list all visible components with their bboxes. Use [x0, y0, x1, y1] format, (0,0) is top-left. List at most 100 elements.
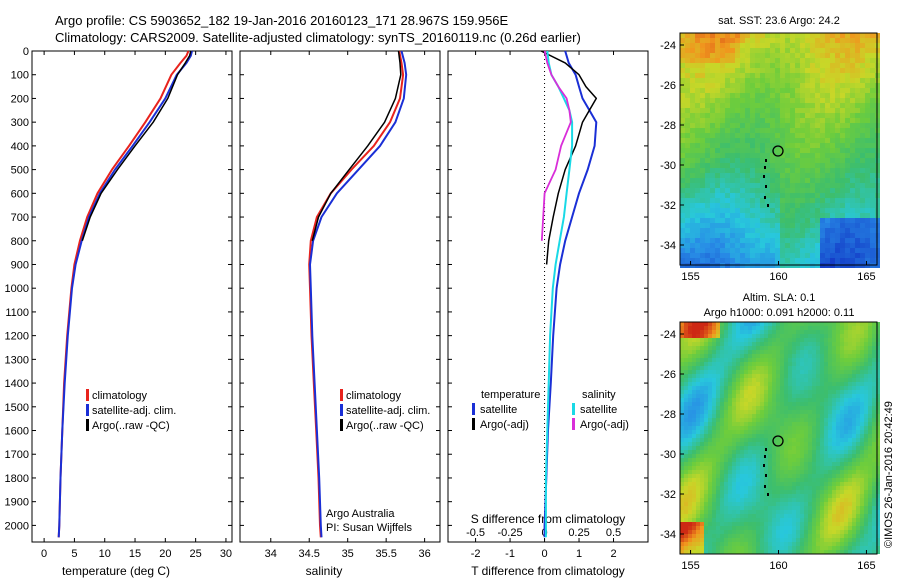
map-y-tick: -28 — [660, 120, 676, 132]
panel-frame — [31, 50, 233, 543]
x-tick-label: 30 — [220, 548, 232, 560]
salinity-panel: 34 34.5 35 35.5 36 salinity climatology satelli… — [239, 50, 441, 578]
depth-tick-label: 100 — [11, 70, 29, 82]
depth-tick-label: 400 — [11, 141, 29, 153]
series-satellite-adj-clim- — [57, 50, 193, 538]
legend-label: climatology — [346, 390, 402, 402]
map-y-tick: -32 — [660, 200, 676, 212]
series-satellite-adj-clim- — [309, 50, 408, 538]
depth-tick-label: 1800 — [5, 473, 29, 485]
map-y-tick: -32 — [660, 489, 676, 501]
depth-tick-label: 1900 — [5, 497, 29, 509]
series-argo-raw-qc- — [311, 50, 402, 241]
depth-tick-label: 1500 — [5, 402, 29, 414]
depth-tick-label: 900 — [11, 259, 29, 271]
map-y-tick: -30 — [660, 160, 676, 172]
credit-line1: Argo Australia — [326, 508, 395, 520]
legend-header: salinity — [582, 389, 616, 401]
x-tick-label: 15 — [129, 548, 141, 560]
x-tick-label: 36 — [418, 548, 430, 560]
depth-tick-label: 500 — [11, 165, 29, 177]
x-axis-label: temperature (deg C) — [62, 564, 170, 578]
legend-swatch — [86, 419, 89, 431]
map-y-tick: -24 — [660, 329, 676, 341]
legend-label: climatology — [92, 390, 148, 402]
map-y-tick: -34 — [660, 240, 676, 252]
title-line1: Argo profile: CS 5903652_182 19-Jan-2016… — [55, 13, 509, 28]
s-tick-label: 0.5 — [606, 527, 621, 539]
legend-label: Argo(-adj) — [580, 419, 629, 431]
x-tick-label: 35.5 — [375, 548, 396, 560]
x-tick-label: 5 — [71, 548, 77, 560]
legend-swatch — [572, 418, 575, 430]
depth-tick-label: 1400 — [5, 378, 29, 390]
panel-frame — [239, 50, 441, 543]
temperature-panel: 0100200300400500600700800900100011001200… — [5, 46, 233, 578]
depth-tick-label: 2000 — [5, 520, 29, 532]
depth-tick-label: 700 — [11, 212, 29, 224]
depth-tick-label: 200 — [11, 93, 29, 105]
legend-label: satellite — [480, 404, 517, 416]
float-marker — [772, 145, 784, 157]
series-argo-raw-qc- — [81, 50, 192, 242]
x-tick-label: 1 — [576, 548, 582, 560]
depth-tick-label: 1200 — [5, 331, 29, 343]
legend-swatch — [340, 389, 343, 401]
s-tick-label: 0.25 — [568, 527, 589, 539]
imos-stamp: ©IMOS 26-Jan-2016 20:42:49 — [883, 401, 895, 548]
x-tick-label: -2 — [471, 548, 481, 560]
x-tick-label: 0 — [41, 548, 47, 560]
credits: Argo Australia PI: Susan Wijffels — [326, 508, 412, 534]
legend-swatch — [86, 389, 89, 401]
x-tick-label: 34 — [265, 548, 277, 560]
series-climatology — [57, 50, 190, 538]
series-salinity-satellite — [544, 50, 574, 538]
legend-swatch — [572, 403, 575, 415]
float-marker-sla — [772, 435, 784, 447]
sla-map-title-2: Argo h1000: 0.091 h2000: 0.11 — [704, 307, 855, 319]
differences-panel: -2 -1 0 1 2 T difference from climatology -0.5… — [447, 50, 649, 578]
map-y-tick: -30 — [660, 449, 676, 461]
depth-tick-label: 600 — [11, 188, 29, 200]
series-climatology — [308, 50, 405, 538]
x-tick-label: 20 — [159, 548, 171, 560]
legend-swatch — [472, 418, 475, 430]
map-x-tick: 155 — [681, 271, 699, 283]
depth-tick-label: 1000 — [5, 283, 29, 295]
depth-tick-label: 1600 — [5, 426, 29, 438]
depth-tick-label: 0 — [23, 46, 29, 58]
depth-tick-label: 300 — [11, 117, 29, 129]
map-x-tick: 165 — [857, 560, 875, 572]
legend-label: satellite-adj. clim. — [92, 405, 176, 417]
float-track-sla — [763, 448, 769, 496]
legend-swatch — [472, 403, 475, 415]
x-axis-label: salinity — [306, 564, 343, 578]
map-y-tick: -26 — [660, 80, 676, 92]
map-x-tick: 155 — [681, 560, 699, 572]
map-x-tick: 165 — [857, 271, 875, 283]
s-tick-label: -0.5 — [466, 527, 485, 539]
depth-tick-label: 1100 — [5, 307, 29, 319]
legend-swatch — [340, 419, 343, 431]
legend-label: Argo(..raw -QC) — [92, 420, 170, 432]
s-axis-label: S difference from climatology — [471, 512, 626, 526]
credit-line2: PI: Susan Wijffels — [326, 522, 412, 534]
sla-map-title-1: Altim. SLA: 0.1 — [743, 292, 816, 304]
x-tick-label: 35 — [342, 548, 354, 560]
s-tick-label: -0.25 — [498, 527, 523, 539]
x-tick-label: 0 — [541, 548, 547, 560]
x-tick-label: 10 — [99, 548, 111, 560]
float-track — [763, 159, 769, 207]
map-y-tick: -26 — [660, 369, 676, 381]
x-tick-label: 2 — [610, 548, 616, 560]
map-y-tick: -24 — [660, 40, 676, 52]
panel-frame — [447, 50, 649, 543]
title-line2: Climatology: CARS2009. Satellite-adjuste… — [55, 30, 581, 45]
legend-swatch — [86, 404, 89, 416]
map-x-tick: 160 — [769, 271, 787, 283]
legend-label: Argo(-adj) — [480, 419, 529, 431]
x-tick-label: 34.5 — [299, 548, 320, 560]
sst-map-title: sat. SST: 23.6 Argo: 24.2 — [718, 15, 840, 27]
depth-tick-label: 800 — [11, 236, 29, 248]
